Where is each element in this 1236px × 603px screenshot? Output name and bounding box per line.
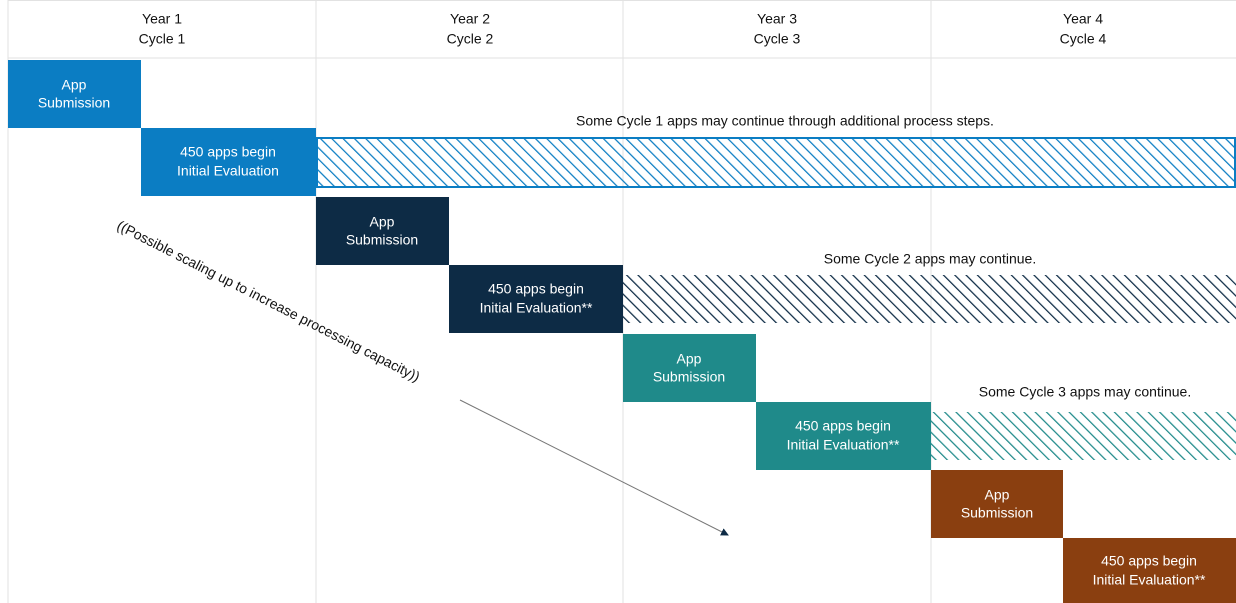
- evaluation-box: [1063, 538, 1236, 603]
- box-text: App: [985, 487, 1010, 503]
- box-text: 450 apps begin: [1101, 553, 1197, 569]
- box-text: Submission: [653, 369, 725, 385]
- cycle: Cycle 3: [754, 31, 801, 47]
- box-text: Initial Evaluation**: [787, 437, 900, 453]
- box-text: Initial Evaluation**: [480, 300, 593, 316]
- evaluation-box: [449, 265, 623, 333]
- submission-box: [623, 334, 756, 402]
- box-text: Initial Evaluation: [177, 163, 279, 179]
- box-text: Submission: [38, 95, 110, 111]
- box-text: App: [370, 214, 395, 230]
- submission-box: [316, 197, 449, 265]
- submission-box: [8, 60, 141, 128]
- evaluation-box: [756, 402, 931, 470]
- box-text: Submission: [346, 232, 418, 248]
- year: Year 3: [757, 11, 797, 27]
- continuation-bar: [623, 275, 1236, 323]
- box-text: 450 apps begin: [180, 144, 276, 160]
- year: Year 4: [1063, 11, 1103, 27]
- year: Year 2: [450, 11, 490, 27]
- continuation-bar: [316, 137, 1236, 188]
- cycle: Cycle 1: [139, 31, 186, 47]
- continuation-bar: [931, 412, 1236, 460]
- box-text: Submission: [961, 505, 1033, 521]
- box-text: Initial Evaluation**: [1093, 572, 1206, 588]
- box-text: 450 apps begin: [488, 281, 584, 297]
- header: Year 1 Cycle 1 Year 2 Cycle 2 Year 3 Cyc…: [139, 11, 1107, 47]
- cycle: Cycle 4: [1060, 31, 1107, 47]
- box-text: App: [677, 351, 702, 367]
- note: Some Cycle 3 apps may continue.: [979, 384, 1191, 400]
- box-text: 450 apps begin: [795, 418, 891, 434]
- evaluation-box: [141, 128, 316, 196]
- note: Some Cycle 1 apps may continue through a…: [576, 113, 994, 129]
- year: Year 1: [142, 11, 182, 27]
- arrow: [459, 399, 729, 536]
- box-text: App: [62, 77, 87, 93]
- note: Some Cycle 2 apps may continue.: [824, 251, 1036, 267]
- submission-box: [931, 470, 1063, 538]
- cycle: Cycle 2: [447, 31, 494, 47]
